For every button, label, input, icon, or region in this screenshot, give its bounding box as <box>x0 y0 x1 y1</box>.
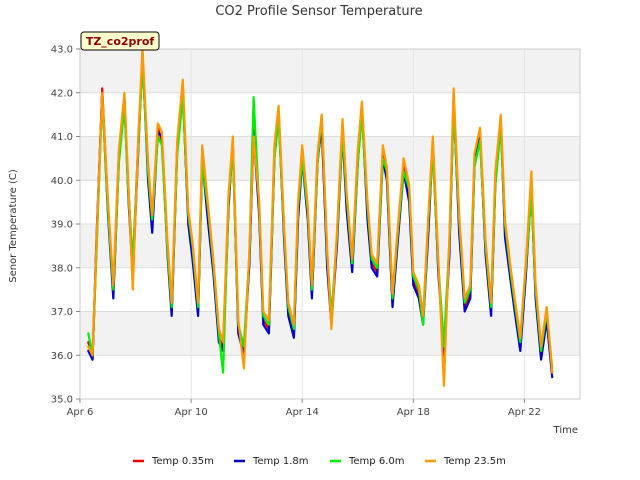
series-lines <box>87 47 554 387</box>
y-tick-label: 35.0 <box>51 395 73 406</box>
site-tag-label: TZ_co2prof <box>86 35 155 48</box>
y-axis: 35.0 36.0 37.0 38.0 39.0 40.0 41.0 42.0 43.0 <box>51 45 80 406</box>
y-tick-label: 39.0 <box>51 220 73 231</box>
legend: Temp 0.35m Temp 1.8m Temp 6.0m Temp 23.5m <box>133 456 506 467</box>
y-tick-label: 36.0 <box>51 351 73 362</box>
background-band <box>80 49 580 93</box>
legend-label-1: Temp 0.35m <box>151 456 214 467</box>
chart-title: CO2 Profile Sensor Temperature <box>215 4 422 19</box>
y-tick-label: 37.0 <box>51 307 73 318</box>
legend-label-4: Temp 23.5m <box>443 456 506 467</box>
series-line-4 <box>87 47 554 387</box>
background-bands <box>80 49 580 356</box>
y-tick-label: 41.0 <box>51 132 73 143</box>
y-tick-label: 40.0 <box>51 176 73 187</box>
x-tick-label: Apr 22 <box>508 407 541 418</box>
x-axis-label: Time <box>553 425 578 436</box>
y-tick-label: 43.0 <box>51 45 73 56</box>
background-band <box>80 224 580 268</box>
x-tick-label: Apr 14 <box>286 407 319 418</box>
x-tick-label: Apr 6 <box>67 407 94 418</box>
x-axis: Apr 6 Apr 10 Apr 14 Apr 18 Apr 22 <box>67 399 541 418</box>
legend-label-2: Temp 1.8m <box>252 456 308 467</box>
legend-label-3: Temp 6.0m <box>348 456 404 467</box>
y-tick-label: 42.0 <box>51 88 73 99</box>
x-tick-label: Apr 18 <box>397 407 430 418</box>
x-tick-label: Apr 10 <box>175 407 208 418</box>
site-tag: TZ_co2prof <box>80 31 160 51</box>
y-axis-label: Senor Temperature (C) <box>8 169 19 283</box>
y-tick-label: 38.0 <box>51 263 73 274</box>
